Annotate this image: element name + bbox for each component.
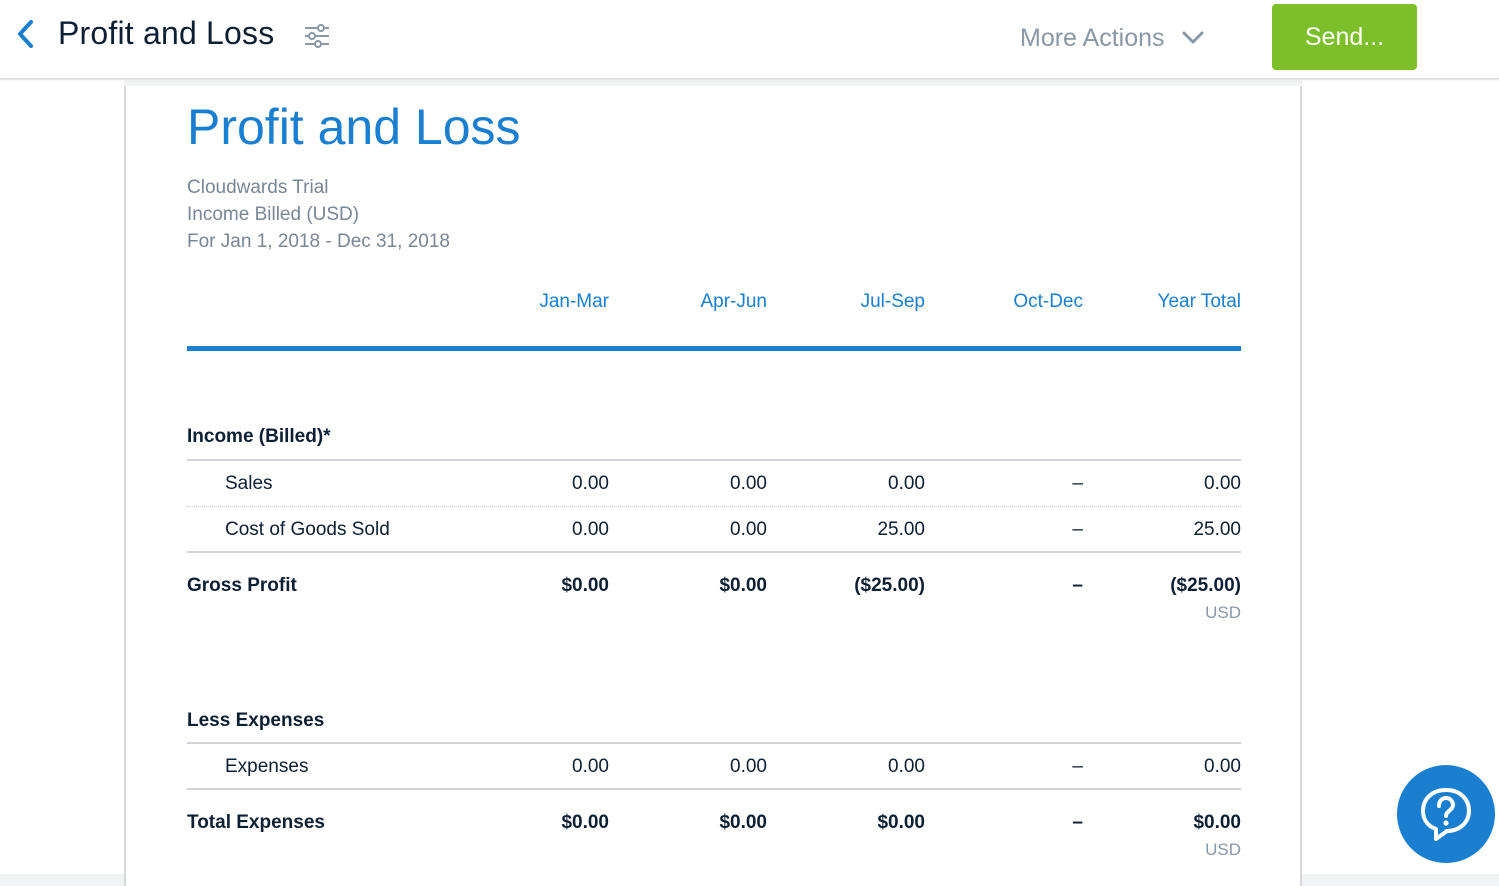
- table-cell: 0.00: [730, 519, 767, 540]
- total-cell: $0.00: [877, 812, 925, 833]
- total-cell: –: [1072, 575, 1083, 596]
- chevron-left-icon: [18, 20, 33, 48]
- row-label-total-expenses: Total Expenses: [187, 812, 325, 833]
- more-actions-label: More Actions: [1020, 23, 1165, 52]
- more-actions-dropdown[interactable]: More Actions: [1020, 18, 1205, 58]
- column-header-q2: Apr-Jun: [700, 291, 767, 312]
- report-sheet: Profit and Loss Cloudwards Trial Income …: [124, 86, 1302, 886]
- report-settings-button[interactable]: [300, 18, 334, 54]
- row-label-sales: Sales: [225, 473, 273, 494]
- sliders-icon: [305, 24, 329, 48]
- report-basis: Income Billed (USD): [187, 204, 360, 225]
- table-cell: 0.00: [1204, 473, 1241, 494]
- table-cell: 0.00: [730, 473, 767, 494]
- table-cell: 0.00: [1204, 756, 1241, 777]
- back-button[interactable]: [10, 16, 42, 52]
- report-meta: Cloudwards Trial Income Billed (USD) For…: [187, 174, 450, 255]
- report-period: For Jan 1, 2018 - Dec 31, 2018: [187, 231, 450, 252]
- table-cell: 25.00: [1193, 519, 1241, 540]
- section-title-expenses: Less Expenses: [187, 710, 325, 731]
- row-label-gross-profit: Gross Profit: [187, 575, 297, 596]
- table-cell: –: [1072, 473, 1083, 494]
- help-button[interactable]: [1397, 765, 1495, 863]
- column-header-q4: Oct-Dec: [1013, 291, 1083, 312]
- total-cell: $0.00: [719, 812, 767, 833]
- column-header-q3: Jul-Sep: [860, 291, 925, 312]
- divider: [187, 788, 1241, 790]
- chevron-down-icon: [1182, 31, 1204, 44]
- table-cell: 0.00: [888, 756, 925, 777]
- report-title: Profit and Loss: [187, 99, 521, 155]
- total-cell: $0.00: [561, 575, 609, 596]
- divider: [187, 742, 1241, 744]
- help-chat-icon: [1421, 788, 1471, 841]
- total-cell: ($25.00): [1170, 575, 1241, 596]
- column-header-year-total: Year Total: [1157, 291, 1241, 312]
- table-cell: 0.00: [572, 473, 609, 494]
- right-margin: [1302, 80, 1499, 874]
- company-name: Cloudwards Trial: [187, 177, 329, 198]
- total-cell: $0.00: [561, 812, 609, 833]
- row-label-cost-of-goods-sold: Cost of Goods Sold: [225, 519, 390, 540]
- left-margin: [0, 80, 124, 874]
- table-cell: –: [1072, 519, 1083, 540]
- column-header-q1: Jan-Mar: [539, 291, 609, 312]
- row-label-expenses: Expenses: [225, 756, 309, 777]
- total-cell: $0.00: [719, 575, 767, 596]
- divider: [187, 459, 1241, 461]
- total-cell: $0.00: [1193, 812, 1241, 833]
- top-bar: Profit and Loss More Actions Send...: [0, 0, 1499, 79]
- total-cell: ($25.00): [854, 575, 925, 596]
- table-cell: 0.00: [888, 473, 925, 494]
- row-divider: [187, 506, 1241, 507]
- table-cell: 0.00: [572, 756, 609, 777]
- currency-label: USD: [1205, 603, 1241, 622]
- send-button[interactable]: Send...: [1272, 4, 1417, 70]
- header-divider: [187, 346, 1241, 351]
- table-cell: 0.00: [730, 756, 767, 777]
- table-cell: 0.00: [572, 519, 609, 540]
- page-title: Profit and Loss: [58, 15, 275, 51]
- currency-label: USD: [1205, 840, 1241, 859]
- table-cell: 25.00: [877, 519, 925, 540]
- section-title-income: Income (Billed)*: [187, 426, 331, 447]
- total-cell: –: [1072, 812, 1083, 833]
- table-cell: –: [1072, 756, 1083, 777]
- divider: [187, 551, 1241, 553]
